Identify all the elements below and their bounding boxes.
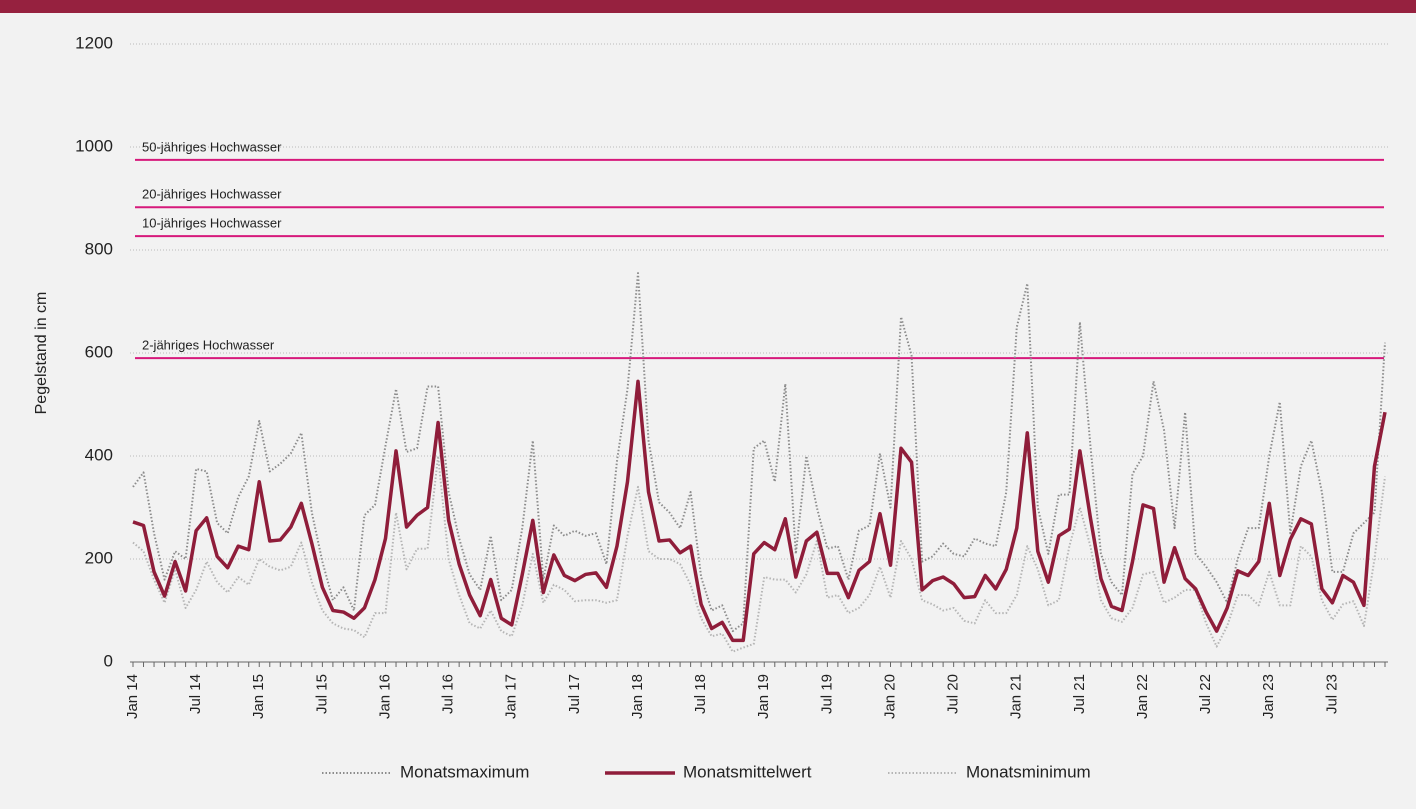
x-tick-label: Jan 21: [1008, 674, 1025, 719]
x-tick-label: Jul 18: [692, 674, 709, 714]
x-tick-label: Jul 14: [187, 674, 204, 714]
reference-label: 20-jähriges Hochwasser: [142, 187, 282, 202]
x-tick-label: Jan 20: [881, 674, 898, 719]
x-tick-label: Jan 14: [124, 674, 141, 719]
x-tick-label: Jul 21: [1071, 674, 1088, 714]
y-tick-label: 400: [85, 445, 113, 464]
y-tick-label: 1200: [75, 33, 113, 52]
y-tick-label: 800: [85, 239, 113, 258]
x-tick-label: Jan 19: [755, 674, 772, 719]
x-tick-label: Jan 18: [629, 674, 646, 719]
x-tick-label: Jan 22: [1134, 674, 1151, 719]
reference-label: 50-jähriges Hochwasser: [142, 139, 282, 154]
reference-label: 10-jähriges Hochwasser: [142, 216, 282, 231]
x-tick-label: Jul 17: [566, 674, 583, 714]
legend-label: Monatsmaximum: [400, 762, 529, 781]
x-tick-label: Jul 15: [313, 674, 330, 714]
x-tick-label: Jul 19: [818, 674, 835, 714]
y-tick-label: 200: [85, 548, 113, 567]
y-tick-label: 0: [104, 651, 113, 670]
y-axis-label: Pegelstand in cm: [33, 292, 50, 415]
legend-label: Monatsminimum: [966, 762, 1091, 781]
x-tick-label: Jan 17: [503, 674, 520, 719]
y-tick-label: 600: [85, 342, 113, 361]
reference-label: 2-jähriges Hochwasser: [142, 338, 275, 353]
series-line: [132, 455, 1386, 653]
x-tick-label: Jul 22: [1197, 674, 1214, 714]
series-line: [132, 379, 1387, 643]
series-line: [132, 272, 1386, 633]
header-banner: [0, 0, 1416, 13]
x-tick-label: Jan 16: [376, 674, 393, 719]
y-tick-label: 1000: [75, 136, 113, 155]
x-tick-label: Jan 15: [250, 674, 267, 719]
legend-label: Monatsmittelwert: [683, 762, 812, 781]
x-tick-label: Jul 16: [440, 674, 457, 714]
x-tick-label: Jul 20: [945, 674, 962, 714]
x-tick-label: Jan 23: [1260, 674, 1277, 719]
x-tick-label: Jul 23: [1323, 674, 1340, 714]
